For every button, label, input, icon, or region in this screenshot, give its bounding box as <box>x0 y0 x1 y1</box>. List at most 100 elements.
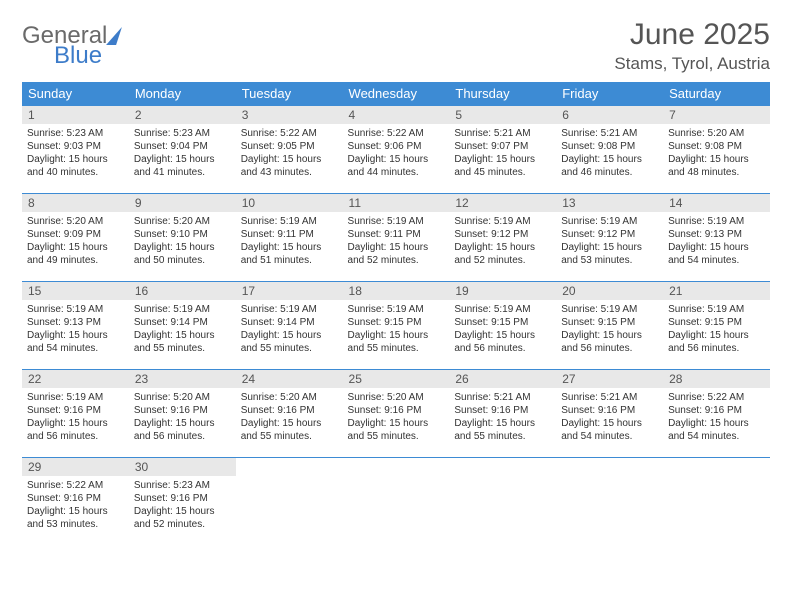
location: Stams, Tyrol, Austria <box>614 54 770 74</box>
week-row: 1Sunrise: 5:23 AMSunset: 9:03 PMDaylight… <box>22 106 770 194</box>
day-cell: 26Sunrise: 5:21 AMSunset: 9:16 PMDayligh… <box>449 370 556 458</box>
dow-row: Sunday Monday Tuesday Wednesday Thursday… <box>22 82 770 106</box>
calendar-table: Sunday Monday Tuesday Wednesday Thursday… <box>22 82 770 546</box>
calendar-body: 1Sunrise: 5:23 AMSunset: 9:03 PMDaylight… <box>22 106 770 546</box>
day-body: Sunrise: 5:21 AMSunset: 9:07 PMDaylight:… <box>449 124 556 183</box>
day-number: 26 <box>449 370 556 388</box>
day-d1: Daylight: 15 hours <box>561 329 658 342</box>
day-d1: Daylight: 15 hours <box>134 329 231 342</box>
day-number: 21 <box>663 282 770 300</box>
day-ss: Sunset: 9:13 PM <box>668 228 765 241</box>
day-ss: Sunset: 9:15 PM <box>561 316 658 329</box>
day-body: Sunrise: 5:19 AMSunset: 9:14 PMDaylight:… <box>129 300 236 359</box>
day-sr: Sunrise: 5:22 AM <box>348 127 445 140</box>
day-body: Sunrise: 5:20 AMSunset: 9:08 PMDaylight:… <box>663 124 770 183</box>
day-d2: and 54 minutes. <box>668 430 765 443</box>
day-d2: and 51 minutes. <box>241 254 338 267</box>
day-number: 25 <box>343 370 450 388</box>
day-d2: and 55 minutes. <box>454 430 551 443</box>
day-cell: 27Sunrise: 5:21 AMSunset: 9:16 PMDayligh… <box>556 370 663 458</box>
day-d2: and 56 minutes. <box>27 430 124 443</box>
day-ss: Sunset: 9:03 PM <box>27 140 124 153</box>
day-sr: Sunrise: 5:20 AM <box>668 127 765 140</box>
day-sr: Sunrise: 5:23 AM <box>134 479 231 492</box>
day-number: 6 <box>556 106 663 124</box>
day-body: Sunrise: 5:20 AMSunset: 9:09 PMDaylight:… <box>22 212 129 271</box>
day-ss: Sunset: 9:09 PM <box>27 228 124 241</box>
day-cell: 20Sunrise: 5:19 AMSunset: 9:15 PMDayligh… <box>556 282 663 370</box>
day-d1: Daylight: 15 hours <box>27 417 124 430</box>
day-body: Sunrise: 5:19 AMSunset: 9:13 PMDaylight:… <box>22 300 129 359</box>
day-number: 1 <box>22 106 129 124</box>
day-sr: Sunrise: 5:19 AM <box>27 303 124 316</box>
day-sr: Sunrise: 5:19 AM <box>668 215 765 228</box>
day-d1: Daylight: 15 hours <box>668 417 765 430</box>
day-number: 27 <box>556 370 663 388</box>
day-cell: 19Sunrise: 5:19 AMSunset: 9:15 PMDayligh… <box>449 282 556 370</box>
week-row: 29Sunrise: 5:22 AMSunset: 9:16 PMDayligh… <box>22 458 770 546</box>
day-number: 7 <box>663 106 770 124</box>
day-d2: and 52 minutes. <box>134 518 231 531</box>
day-cell: 9Sunrise: 5:20 AMSunset: 9:10 PMDaylight… <box>129 194 236 282</box>
day-cell <box>663 458 770 546</box>
day-number: 20 <box>556 282 663 300</box>
day-body: Sunrise: 5:22 AMSunset: 9:05 PMDaylight:… <box>236 124 343 183</box>
day-d2: and 52 minutes. <box>454 254 551 267</box>
day-sr: Sunrise: 5:21 AM <box>454 391 551 404</box>
dow-monday: Monday <box>129 82 236 106</box>
day-d1: Daylight: 15 hours <box>668 153 765 166</box>
title-block: June 2025 Stams, Tyrol, Austria <box>614 18 770 74</box>
day-number: 9 <box>129 194 236 212</box>
logo-text-2-wrap: Blue <box>54 42 102 70</box>
day-ss: Sunset: 9:16 PM <box>27 404 124 417</box>
day-d1: Daylight: 15 hours <box>348 153 445 166</box>
day-d2: and 40 minutes. <box>27 166 124 179</box>
day-cell: 13Sunrise: 5:19 AMSunset: 9:12 PMDayligh… <box>556 194 663 282</box>
day-body: Sunrise: 5:21 AMSunset: 9:16 PMDaylight:… <box>556 388 663 447</box>
day-cell <box>449 458 556 546</box>
day-body: Sunrise: 5:19 AMSunset: 9:16 PMDaylight:… <box>22 388 129 447</box>
day-number: 4 <box>343 106 450 124</box>
day-cell <box>343 458 450 546</box>
day-body: Sunrise: 5:19 AMSunset: 9:11 PMDaylight:… <box>343 212 450 271</box>
day-body: Sunrise: 5:20 AMSunset: 9:16 PMDaylight:… <box>343 388 450 447</box>
day-ss: Sunset: 9:16 PM <box>561 404 658 417</box>
day-d2: and 52 minutes. <box>348 254 445 267</box>
day-d2: and 54 minutes. <box>561 430 658 443</box>
day-ss: Sunset: 9:13 PM <box>27 316 124 329</box>
day-ss: Sunset: 9:16 PM <box>27 492 124 505</box>
day-cell: 1 Sunrise: 5:23 AMSunset: 9:03 PMDaylight… <box>22 106 129 194</box>
day-ss: Sunset: 9:16 PM <box>134 404 231 417</box>
day-number: 24 <box>236 370 343 388</box>
week-row: 15Sunrise: 5:19 AMSunset: 9:13 PMDayligh… <box>22 282 770 370</box>
day-cell: 24Sunrise: 5:20 AMSunset: 9:16 PMDayligh… <box>236 370 343 458</box>
day-d2: and 50 minutes. <box>134 254 231 267</box>
day-d1: Daylight: 15 hours <box>134 505 231 518</box>
day-d2: and 56 minutes. <box>561 342 658 355</box>
day-sr: Sunrise: 5:20 AM <box>134 391 231 404</box>
day-d1: Daylight: 15 hours <box>454 329 551 342</box>
day-body: Sunrise: 5:19 AMSunset: 9:15 PMDaylight:… <box>449 300 556 359</box>
logo-text-2: Blue <box>54 42 102 69</box>
day-body: Sunrise: 5:22 AMSunset: 9:16 PMDaylight:… <box>22 476 129 535</box>
day-d1: Daylight: 15 hours <box>348 241 445 254</box>
day-sr: Sunrise: 5:20 AM <box>241 391 338 404</box>
day-number: 22 <box>22 370 129 388</box>
day-sr: Sunrise: 5:19 AM <box>241 303 338 316</box>
day-d1: Daylight: 15 hours <box>27 153 124 166</box>
day-d2: and 55 minutes. <box>241 430 338 443</box>
day-body: Sunrise: 5:23 AMSunset: 9:16 PMDaylight:… <box>129 476 236 535</box>
day-sr: Sunrise: 5:23 AM <box>27 127 124 140</box>
day-cell: 6Sunrise: 5:21 AMSunset: 9:08 PMDaylight… <box>556 106 663 194</box>
day-d2: and 56 minutes. <box>134 430 231 443</box>
day-cell: 7Sunrise: 5:20 AMSunset: 9:08 PMDaylight… <box>663 106 770 194</box>
day-ss: Sunset: 9:10 PM <box>134 228 231 241</box>
day-ss: Sunset: 9:16 PM <box>454 404 551 417</box>
day-ss: Sunset: 9:16 PM <box>348 404 445 417</box>
day-d1: Daylight: 15 hours <box>241 241 338 254</box>
day-d2: and 55 minutes. <box>241 342 338 355</box>
day-d2: and 43 minutes. <box>241 166 338 179</box>
day-body: Sunrise: 5:21 AMSunset: 9:16 PMDaylight:… <box>449 388 556 447</box>
day-body: Sunrise: 5:23 AMSunset: 9:04 PMDaylight:… <box>129 124 236 183</box>
day-ss: Sunset: 9:16 PM <box>134 492 231 505</box>
